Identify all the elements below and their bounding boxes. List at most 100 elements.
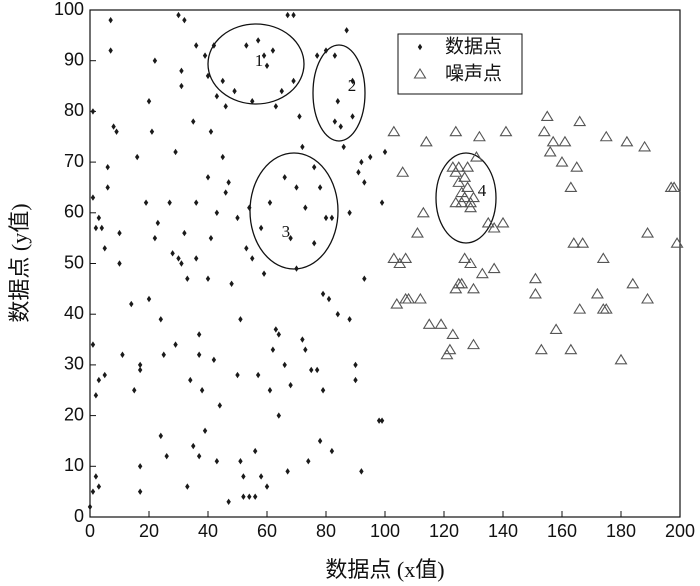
point	[410, 227, 424, 238]
point	[129, 300, 134, 308]
point	[359, 158, 364, 166]
point	[458, 191, 472, 203]
ellipse	[207, 23, 305, 105]
point	[282, 361, 287, 369]
point	[194, 42, 199, 49]
point	[96, 214, 102, 222]
point	[335, 98, 340, 105]
point	[472, 130, 486, 142]
point	[194, 255, 199, 262]
point	[152, 57, 158, 64]
point	[294, 184, 299, 191]
point	[356, 169, 361, 176]
point	[238, 458, 243, 465]
point	[273, 103, 279, 110]
point	[461, 181, 475, 192]
point	[487, 262, 501, 274]
point	[564, 343, 578, 355]
point	[229, 280, 234, 287]
ellipse	[435, 152, 497, 244]
y-tick-label: 40	[64, 303, 84, 323]
point	[469, 150, 483, 162]
point	[120, 351, 125, 358]
point	[90, 194, 96, 201]
point	[253, 493, 258, 500]
point	[446, 161, 460, 172]
point	[387, 252, 401, 263]
point	[419, 135, 433, 147]
point	[528, 287, 542, 299]
point	[359, 468, 364, 475]
point	[312, 163, 317, 171]
point	[590, 287, 604, 299]
x-tick-label: 140	[488, 521, 518, 541]
point	[137, 463, 143, 470]
cluster-ellipses	[207, 23, 497, 270]
point	[288, 234, 293, 242]
point	[455, 277, 469, 289]
point	[105, 184, 110, 191]
point	[449, 282, 463, 294]
point	[667, 181, 681, 192]
point	[458, 252, 472, 263]
point	[499, 125, 513, 137]
annotation: 1	[255, 51, 264, 70]
point	[196, 331, 202, 338]
point	[567, 237, 581, 248]
y-tick-label: 0	[74, 506, 84, 526]
point	[641, 227, 655, 238]
point	[382, 148, 388, 156]
point	[261, 52, 267, 59]
point	[413, 292, 427, 304]
y-tick-label: 90	[64, 49, 84, 69]
point	[422, 318, 436, 329]
point	[564, 181, 578, 192]
point	[235, 214, 240, 222]
point	[179, 82, 184, 90]
point	[137, 361, 143, 369]
point	[317, 437, 323, 445]
point	[161, 351, 166, 358]
point	[194, 199, 199, 206]
annotation: 3	[282, 222, 291, 241]
point	[467, 282, 480, 294]
point	[332, 118, 338, 125]
x-tick-label: 40	[198, 521, 218, 541]
point	[102, 371, 107, 379]
point	[464, 201, 478, 213]
point	[455, 186, 469, 198]
y-tick-label: 30	[64, 354, 84, 374]
point	[396, 166, 410, 177]
point	[434, 318, 448, 329]
point	[196, 452, 202, 460]
point	[599, 303, 613, 314]
point	[235, 371, 240, 379]
point	[270, 47, 276, 54]
point	[114, 128, 119, 135]
x-tick-label: 0	[85, 521, 95, 541]
point	[182, 16, 187, 24]
point	[390, 298, 404, 309]
point	[211, 42, 217, 49]
point	[208, 234, 214, 242]
point	[99, 224, 104, 232]
point	[96, 483, 102, 490]
point	[416, 206, 430, 218]
point	[291, 77, 296, 85]
point	[214, 92, 220, 100]
point	[232, 87, 237, 95]
point	[87, 503, 93, 511]
point	[599, 130, 613, 142]
point	[341, 143, 346, 151]
point	[314, 52, 320, 59]
y-tick-label: 70	[64, 151, 84, 171]
point	[312, 240, 317, 247]
point	[173, 148, 178, 156]
point	[320, 387, 326, 394]
y-tick-label: 20	[64, 404, 84, 424]
point	[558, 135, 572, 147]
point	[294, 265, 299, 272]
point	[191, 118, 196, 125]
point	[244, 42, 249, 49]
point	[344, 27, 349, 34]
